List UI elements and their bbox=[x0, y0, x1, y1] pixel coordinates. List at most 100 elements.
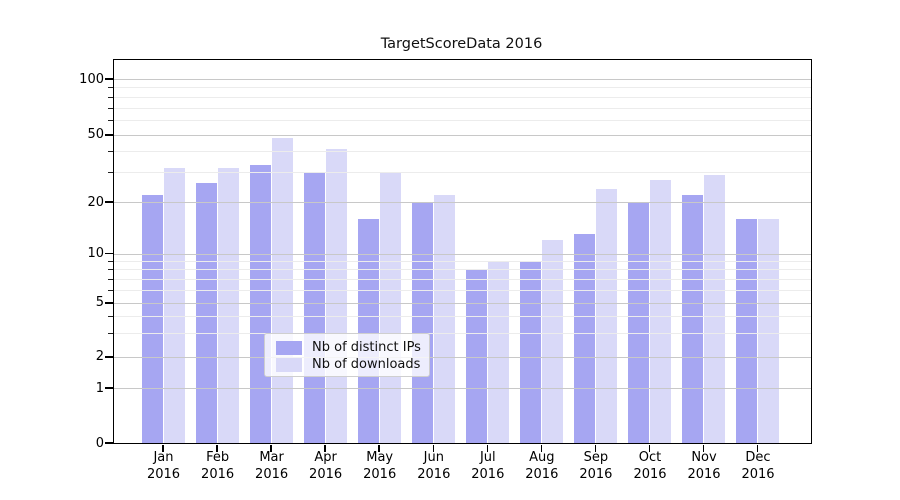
gridline-minor-80 bbox=[114, 96, 811, 98]
x-tick-mar bbox=[270, 444, 272, 452]
x-tick-label-jun: Jun 2016 bbox=[417, 450, 451, 482]
legend-row-downloads: Nb of downloads bbox=[276, 357, 429, 372]
bar-distinct-ips-mar bbox=[249, 165, 271, 443]
x-tick-may bbox=[378, 444, 380, 452]
y-minor-tick-90 bbox=[108, 87, 113, 89]
gridline-major-2 bbox=[114, 356, 811, 358]
bar-downloads-jan bbox=[163, 167, 185, 443]
gridline-major-20 bbox=[114, 202, 811, 204]
y-tick-label-0: 0 bbox=[95, 435, 104, 451]
gridline-minor-90 bbox=[114, 87, 811, 89]
y-tick-label-100: 100 bbox=[79, 71, 104, 87]
y-tick-5 bbox=[105, 302, 113, 304]
gridline-major-100 bbox=[114, 79, 811, 80]
y-minor-tick-7 bbox=[108, 278, 113, 280]
y-tick-label-5: 5 bbox=[95, 295, 104, 311]
bar-downloads-sep bbox=[595, 188, 617, 443]
gridline-minor-9 bbox=[114, 261, 811, 262]
gridline-major-1 bbox=[114, 388, 811, 390]
gridline-minor-3 bbox=[114, 332, 811, 334]
plot-area bbox=[105, 59, 812, 452]
y-tick-20 bbox=[105, 201, 113, 203]
bar-distinct-ips-feb bbox=[195, 182, 217, 443]
bar-distinct-ips-apr bbox=[303, 172, 325, 443]
gridline-minor-4 bbox=[114, 316, 811, 317]
x-tick-label-nov: Nov 2016 bbox=[687, 450, 721, 482]
x-tick-sep bbox=[594, 444, 597, 452]
bar-downloads-feb bbox=[217, 167, 239, 443]
legend-box: Nb of distinct IPs Nb of downloads bbox=[264, 333, 430, 377]
y-minor-tick-4 bbox=[108, 316, 113, 317]
x-tick-jul bbox=[486, 444, 488, 452]
x-tick-apr bbox=[324, 444, 326, 452]
y-tick-label-20: 20 bbox=[87, 194, 104, 210]
y-tick-50 bbox=[105, 134, 113, 136]
y-minor-tick-3 bbox=[108, 332, 113, 334]
legend-swatch-distinct-ips-icon bbox=[276, 340, 302, 355]
y-tick-label-2: 2 bbox=[95, 349, 104, 365]
bar-distinct-ips-sep bbox=[573, 234, 595, 443]
x-tick-jun bbox=[432, 444, 434, 452]
gridline-minor-6 bbox=[114, 289, 811, 291]
bar-distinct-ips-may bbox=[357, 218, 379, 443]
gridline-major-5 bbox=[114, 302, 811, 304]
bar-downloads-aug bbox=[541, 240, 563, 443]
x-tick-jan bbox=[162, 444, 164, 452]
bar-downloads-jul bbox=[487, 261, 509, 443]
bar-distinct-ips-nov bbox=[682, 195, 703, 443]
y-minor-tick-9 bbox=[108, 261, 113, 262]
y-tick-label-50: 50 bbox=[87, 127, 104, 143]
y-tick-0 bbox=[105, 442, 113, 444]
y-tick-100 bbox=[105, 78, 113, 80]
y-minor-tick-40 bbox=[108, 151, 113, 153]
chart-title: TargetScoreData 2016 bbox=[380, 36, 543, 52]
x-tick-oct bbox=[648, 444, 651, 452]
x-tick-feb bbox=[216, 444, 218, 452]
y-tick-10 bbox=[105, 252, 113, 255]
gridline-minor-7 bbox=[114, 278, 811, 280]
legend-label-downloads: Nb of downloads bbox=[312, 357, 421, 372]
gridline-minor-60 bbox=[114, 120, 811, 122]
bar-downloads-oct bbox=[649, 180, 671, 443]
y-minor-tick-6 bbox=[108, 289, 113, 291]
bar-distinct-ips-jul bbox=[465, 269, 487, 443]
y-minor-tick-60 bbox=[108, 120, 113, 122]
x-tick-label-may: May 2016 bbox=[363, 450, 397, 482]
bar-downloads-dec bbox=[758, 218, 780, 443]
x-tick-label-dec: Dec 2016 bbox=[741, 450, 775, 482]
x-tick-dec bbox=[756, 444, 759, 452]
bar-downloads-nov bbox=[704, 174, 725, 443]
gridline-minor-40 bbox=[114, 151, 811, 153]
bar-distinct-ips-jan bbox=[141, 195, 163, 443]
y-tick-label-10: 10 bbox=[87, 246, 104, 261]
x-tick-label-jul: Jul 2016 bbox=[471, 450, 505, 482]
y-tick-label-1: 1 bbox=[95, 380, 104, 396]
y-tick-2 bbox=[105, 356, 113, 358]
x-tick-label-sep: Sep 2016 bbox=[579, 450, 613, 482]
x-tick-label-oct: Oct 2016 bbox=[633, 450, 667, 482]
gridline-minor-8 bbox=[114, 269, 811, 271]
gridline-major-50 bbox=[114, 134, 811, 136]
bar-downloads-jun bbox=[433, 195, 455, 443]
bar-downloads-apr bbox=[325, 149, 347, 443]
gridline-major-10 bbox=[114, 253, 811, 255]
x-tick-label-aug: Aug 2016 bbox=[525, 450, 559, 482]
x-tick-label-apr: Apr 2016 bbox=[309, 450, 343, 482]
x-tick-label-jan: Jan 2016 bbox=[146, 450, 181, 482]
x-tick-aug bbox=[540, 444, 543, 452]
y-minor-tick-30 bbox=[108, 172, 113, 174]
y-minor-tick-8 bbox=[108, 269, 113, 271]
y-minor-tick-70 bbox=[108, 107, 113, 109]
y-minor-tick-80 bbox=[108, 96, 113, 98]
bar-distinct-ips-aug bbox=[519, 261, 541, 443]
gridline-minor-30 bbox=[114, 172, 811, 174]
bar-distinct-ips-jun bbox=[411, 202, 433, 443]
x-tick-nov bbox=[702, 444, 705, 452]
bar-distinct-ips-oct bbox=[627, 202, 649, 443]
x-tick-label-mar: Mar 2016 bbox=[255, 450, 289, 482]
x-tick-label-feb: Feb 2016 bbox=[201, 450, 235, 482]
legend-swatch-downloads-icon bbox=[276, 357, 302, 372]
y-tick-1 bbox=[105, 387, 113, 389]
bar-downloads-may bbox=[379, 172, 401, 443]
